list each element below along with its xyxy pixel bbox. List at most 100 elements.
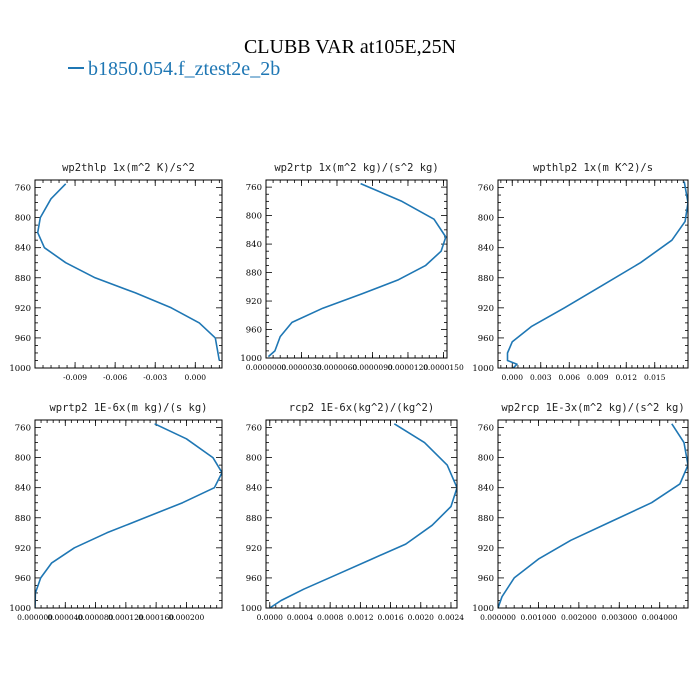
- x-tick-label: 0.015: [644, 373, 666, 382]
- x-tick-label: 0.000160: [138, 613, 174, 622]
- x-tick-label: 0.006: [559, 373, 581, 382]
- panel-4: wprtp2 1E-6x(m kg)/(s kg) 760 800 840 880 920…: [9, 402, 223, 622]
- y-tick-label: 840: [246, 240, 262, 250]
- legend-line-swatch: [68, 67, 84, 70]
- y-tick-label: 1000: [9, 364, 31, 374]
- y-tick-label: 760: [246, 183, 262, 193]
- panel-2: wp2rtp 1x(m^2 kg)/(s^2 kg) 760 800 840 880 92…: [240, 162, 464, 372]
- y-tick-label: 840: [246, 484, 262, 494]
- x-tick-label: 0.0000120: [388, 363, 429, 372]
- x-tick-label: 0.0000030: [281, 363, 322, 372]
- y-tick-label: 800: [246, 454, 262, 464]
- panel-title: wp2rcp 1E-3x(m^2 kg)/(s^2 kg): [501, 402, 684, 414]
- panel-title: wp2thlp 1x(m^2 K)/s^2: [62, 162, 195, 174]
- series-line: [35, 423, 222, 608]
- y-tick-label: 880: [246, 269, 262, 279]
- y-tick-label: 1000: [472, 364, 494, 374]
- series-line: [498, 423, 688, 608]
- y-tick-label: 880: [478, 514, 494, 524]
- y-tick-label: 760: [246, 424, 262, 434]
- y-tick-label: 960: [478, 334, 494, 344]
- x-tick-label: 0.000000: [480, 613, 516, 622]
- panel-3: wpthlp2 1x(m K^2)/s 760 800 840 880 920 960 100…: [472, 162, 689, 382]
- y-tick-label: 960: [15, 334, 31, 344]
- x-tick-label: 0.009: [587, 373, 609, 382]
- x-tick-label: 0.0000150: [423, 363, 464, 372]
- y-tick-label: 840: [15, 484, 31, 494]
- legend: b1850.054.f_ztest2e_2b: [68, 58, 280, 81]
- y-tick-label: 880: [15, 514, 31, 524]
- series-line: [506, 181, 688, 368]
- y-tick-label: 960: [478, 574, 494, 584]
- x-tick-label: 0.0016: [377, 613, 403, 622]
- x-tick-label: 0.0000000: [246, 363, 287, 372]
- x-tick-label: 0.000200: [169, 613, 205, 622]
- plot-frame: [497, 179, 689, 369]
- x-tick-label: 0.000: [185, 373, 207, 382]
- y-tick-label: 800: [15, 454, 31, 464]
- y-tick-label: 800: [246, 212, 262, 222]
- y-tick-label: 1000: [472, 604, 494, 614]
- y-tick-label: 960: [246, 326, 262, 336]
- x-tick-label: 0.0000: [257, 613, 283, 622]
- series-line: [269, 423, 457, 608]
- plot-frame: [265, 419, 458, 609]
- x-tick-label: 0.000040: [47, 613, 83, 622]
- x-tick-label: 0.000000: [17, 613, 53, 622]
- y-tick-label: 920: [246, 544, 262, 554]
- y-tick-label: 880: [478, 274, 494, 284]
- panel-6: wp2rcp 1E-3x(m^2 kg)/(s^2 kg) 760 800 840 88…: [472, 402, 689, 622]
- y-tick-label: 960: [15, 574, 31, 584]
- panel-title: wpthlp2 1x(m K^2)/s: [533, 162, 653, 174]
- y-tick-label: 800: [478, 214, 494, 224]
- plot-frame: [34, 179, 223, 369]
- y-tick-label: 920: [15, 544, 31, 554]
- x-tick-label: 0.0024: [438, 613, 464, 622]
- panel-5: rcp2 1E-6x(kg^2)/(kg^2) 760 800 840 880 920 96…: [240, 402, 464, 622]
- y-tick-label: 1000: [240, 604, 262, 614]
- x-tick-label: 0.0000060: [317, 363, 358, 372]
- figure-title: CLUBB VAR at105E,25N: [243, 36, 457, 58]
- series-line: [36, 183, 221, 361]
- y-tick-label: 760: [15, 424, 31, 434]
- y-tick-label: 960: [246, 574, 262, 584]
- plot-frame: [34, 419, 223, 609]
- y-tick-label: 1000: [9, 604, 31, 614]
- plot-frame: [497, 419, 689, 609]
- y-tick-label: 920: [478, 544, 494, 554]
- x-tick-label: 0.0008: [317, 613, 343, 622]
- y-tick-label: 800: [15, 214, 31, 224]
- x-tick-label: -0.003: [143, 373, 167, 382]
- panel-1: wp2thlp 1x(m^2 K)/s^2 760 800 840 880 920 960 1…: [9, 162, 223, 382]
- panel-title: rcp2 1E-6x(kg^2)/(kg^2): [289, 402, 434, 414]
- x-tick-label: 0.0004: [287, 613, 313, 622]
- x-tick-label: 0.000: [502, 373, 524, 382]
- y-tick-label: 840: [478, 484, 494, 494]
- x-tick-label: 0.003: [530, 373, 552, 382]
- y-tick-label: 760: [478, 424, 494, 434]
- x-tick-label: 0.000120: [108, 613, 144, 622]
- y-tick-label: 800: [478, 454, 494, 464]
- x-tick-label: -0.006: [103, 373, 127, 382]
- x-tick-label: 0.000080: [78, 613, 114, 622]
- y-tick-label: 920: [246, 297, 262, 307]
- x-tick-label: -0.009: [63, 373, 87, 382]
- y-tick-label: 880: [15, 274, 31, 284]
- y-tick-label: 760: [15, 184, 31, 194]
- x-tick-label: 0.0020: [408, 613, 434, 622]
- x-tick-label: 0.0000090: [352, 363, 393, 372]
- panel-title: wprtp2 1E-6x(m kg)/(s kg): [49, 402, 207, 414]
- x-tick-label: 0.003000: [601, 613, 637, 622]
- x-tick-label: 0.002000: [561, 613, 597, 622]
- y-tick-label: 760: [478, 184, 494, 194]
- x-tick-label: 0.004000: [642, 613, 678, 622]
- panel-title: wp2rtp 1x(m^2 kg)/(s^2 kg): [274, 162, 438, 174]
- x-tick-label: 0.001000: [521, 613, 557, 622]
- y-tick-label: 840: [478, 244, 494, 254]
- plot-frame: [265, 179, 448, 359]
- y-tick-label: 840: [15, 244, 31, 254]
- y-tick-label: 880: [246, 514, 262, 524]
- y-tick-label: 920: [15, 304, 31, 314]
- y-tick-label: 1000: [240, 354, 262, 364]
